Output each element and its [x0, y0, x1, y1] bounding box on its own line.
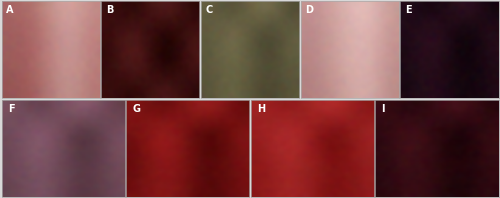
Text: B: B — [106, 6, 114, 15]
Text: C: C — [206, 6, 213, 15]
Text: E: E — [405, 6, 412, 15]
Text: D: D — [306, 6, 314, 15]
Text: H: H — [257, 105, 265, 114]
Text: F: F — [8, 105, 14, 114]
Text: G: G — [132, 105, 140, 114]
Text: I: I — [382, 105, 385, 114]
Text: A: A — [6, 6, 14, 15]
